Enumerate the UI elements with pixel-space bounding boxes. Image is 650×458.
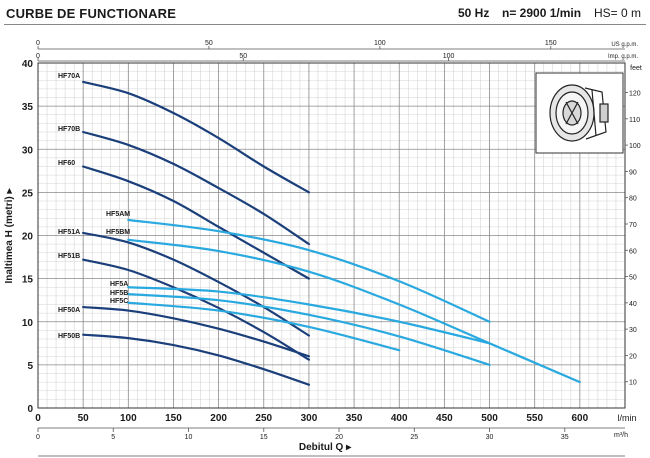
imp-gpm-tick-label: 100 [443,53,455,60]
series-label-hf60: HF60 [58,160,75,167]
series-label-hf5bm: HF5BM [106,229,130,236]
feet-tick-label: 30 [629,327,637,334]
feet-unit-label: feet [630,65,642,72]
curve-hf5a [127,286,491,345]
feet-tick-label: 10 [629,380,637,387]
series-label-hf5c: HF5C [110,298,128,305]
plot-frame [37,62,626,409]
x-tick-label: 50 [78,413,90,424]
x-axis-label: Debitul Q ▸ [299,442,352,453]
series-label-hf51a: HF51A [58,229,80,236]
series-label-hf70a: HF70A [58,73,80,80]
y-tick-label: 30 [22,145,34,156]
y-tick-label: 35 [22,102,34,113]
us-gpm-unit-label: US g.p.m. [611,42,638,48]
series-label-hf50a: HF50A [58,307,80,314]
us-gpm-tick-label: 50 [205,40,213,47]
pump-image-inset [535,72,624,154]
feet-tick-label: 60 [629,248,637,255]
m3h-tick-label: 10 [185,434,193,441]
series-label-hf51b: HF51B [58,253,80,260]
feet-tick-label: 80 [629,196,637,203]
pump-housing-icon [549,84,609,142]
series-label-hf5b: HF5B [110,290,128,297]
curve-hf5am [127,218,491,323]
feet-tick-label: 50 [629,275,637,282]
series-label-hf70b: HF70B [58,126,80,133]
us-gpm-tick-label: 100 [374,40,386,47]
axis-texts: 0 50 100 150 200 250 300 350 400 450 500 550 600 l/mi… [4,40,642,457]
major-grid [38,63,625,408]
curve-hf50b [82,333,311,386]
y-tick-label: 20 [22,232,34,243]
x-unit-label: l/min [617,413,636,423]
y-tick-label: 25 [22,188,34,199]
m3h-tick-label: 35 [561,434,569,441]
curve-hf70a [82,80,311,194]
curve-hf5b [127,293,491,366]
y-tick-label: 5 [27,361,33,372]
chart-title: CURBE DE FUNCTIONARE [6,6,177,21]
x-tick-label: 300 [301,413,318,424]
x-tick-label: 450 [436,413,453,424]
m3h-tick-label: 0 [36,434,40,441]
m3h-tick-label: 20 [335,434,343,441]
curve-hf50a [82,305,311,358]
series-label-hf5am: HF5AM [106,211,130,218]
imp-gpm-tick-label: 50 [239,53,247,60]
m3h-unit-label: m³/h [614,432,628,439]
y-tick-label: 15 [22,275,34,286]
x-tick-label: 150 [165,413,182,424]
header-divider [4,24,646,25]
y-axis-label: Inaltimea H (metri) ▸ [4,188,15,284]
curve-hf70b [82,130,311,246]
x-tick-label: 400 [391,413,408,424]
m3h-tick-label: 15 [260,434,268,441]
curve-hf51a [82,231,311,337]
chart-header: CURBE DE FUNCTIONARE 50 Hz n= 2900 1/min… [0,0,650,28]
x-tick-label: 100 [120,413,137,424]
series-labels: HF70A HF70B HF60 HF51A HF51B HF50A HF50B HF5AM H… [58,73,130,340]
imp-gpm-unit-label: Imp. g.p.m. [608,54,638,60]
series-label-hf50b: HF50B [58,333,80,340]
series-label-hf5a: HF5A [110,281,128,288]
feet-tick-label: 40 [629,301,637,308]
feet-tick-label: 20 [629,353,637,360]
x-tick-label: 500 [481,413,498,424]
us-gpm-tick-label: 150 [545,40,557,47]
feet-tick-label: 110 [629,117,640,124]
x-tick-label: 200 [210,413,227,424]
m3h-tick-label: 30 [486,434,494,441]
x-tick-label: 600 [572,413,589,424]
m3h-tick-label: 5 [111,434,115,441]
y-tick-label: 40 [22,59,34,70]
x-tick-label: 550 [526,413,543,424]
x-tick-label: 250 [255,413,272,424]
feet-tick-label: 100 [629,143,641,150]
curve-hf60 [82,165,311,280]
feet-tick-label: 90 [629,169,637,176]
speed-label: n= 2900 1/min [502,6,582,20]
y-tick-label: 10 [22,318,34,329]
curve-hf5bm [127,238,581,384]
pump-curves [82,80,581,386]
feet-tick-label: 120 [629,91,641,98]
x-tick-label: 0 [35,413,41,424]
m3h-tick-label: 25 [410,434,418,441]
x-tick-label: 350 [346,413,363,424]
y-tick-label: 0 [27,404,33,415]
feet-tick-label: 70 [629,222,637,229]
imp-gpm-tick-label: 0 [36,53,40,60]
curve-hf5c [127,301,401,352]
frequency-label: 50 Hz [458,6,490,20]
suction-head-label: HS= 0 m [594,6,642,20]
us-gpm-tick-label: 0 [36,40,40,47]
